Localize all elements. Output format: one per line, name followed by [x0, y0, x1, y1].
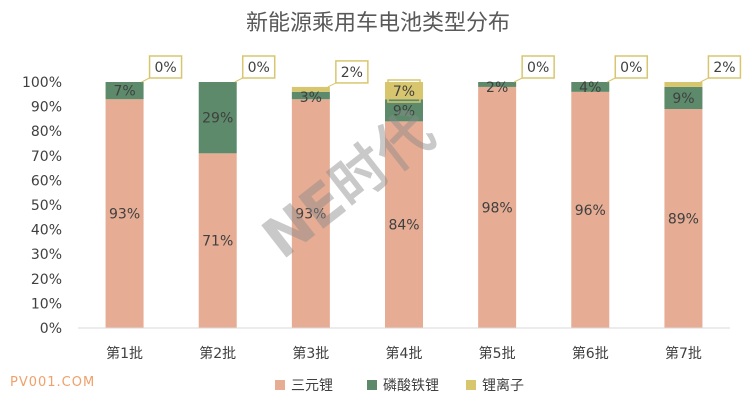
y-tick-label: 0% — [40, 321, 62, 337]
site-mark: PV001.COM — [10, 375, 95, 390]
callout-leader — [141, 77, 150, 83]
data-label: 96% — [575, 203, 606, 219]
data-label: 93% — [295, 207, 326, 223]
y-tick-label: 100% — [22, 75, 62, 91]
x-tick-label: 第6批 — [572, 345, 609, 362]
bar-segment — [664, 82, 703, 87]
legend: 三元锂 磷酸铁锂 锂离子 — [275, 377, 524, 394]
callout-leader — [607, 77, 616, 83]
data-label: 0% — [248, 60, 270, 76]
y-tick-label: 40% — [31, 223, 62, 239]
callout-box — [387, 79, 421, 103]
data-label: 84% — [388, 218, 419, 234]
callout-leader — [513, 77, 523, 83]
data-label: 98% — [482, 200, 513, 216]
data-label: 4% — [579, 80, 601, 96]
legend-label: 锂离子 — [482, 377, 524, 394]
bar-segment — [198, 82, 237, 154]
bar-segment — [385, 99, 423, 122]
bar-segment — [105, 82, 144, 100]
callout-box — [521, 55, 555, 79]
bar-segment — [664, 109, 703, 328]
y-tick-label: 20% — [31, 272, 62, 288]
chart-title: 新能源乘用车电池类型分布 — [246, 11, 510, 36]
y-tick-label: 30% — [31, 247, 62, 263]
y-tick-label: 10% — [31, 296, 62, 312]
legend-label: 磷酸铁锂 — [383, 378, 439, 394]
bar-segment — [664, 86, 703, 110]
y-tick-label: 60% — [31, 173, 62, 189]
callout-box — [707, 55, 742, 79]
bar-segment — [198, 153, 237, 328]
y-tick-label: 80% — [31, 124, 62, 140]
data-label: 7% — [393, 84, 415, 100]
x-tick-label: 第2批 — [199, 345, 236, 362]
data-label: 2% — [713, 60, 735, 76]
bar-segment — [478, 82, 517, 87]
callout-box — [241, 55, 276, 79]
data-label: 2% — [486, 80, 508, 96]
y-axis: 0% 10% 20% 30% 40% 50% 60% 70% 80% 90% 100% — [22, 75, 62, 337]
x-tick-label: 第4批 — [386, 345, 423, 362]
callout-box — [148, 55, 183, 79]
y-tick-label: 90% — [31, 100, 62, 116]
data-label: 93% — [109, 207, 140, 223]
data-label: 7% — [113, 84, 135, 100]
data-label: 0% — [154, 60, 176, 76]
y-tick-label: 70% — [31, 149, 62, 165]
x-tick-label: 第7批 — [665, 345, 702, 362]
bar-segment — [385, 82, 423, 100]
bar-segment — [105, 99, 144, 328]
data-label: 89% — [668, 212, 699, 228]
data-label: 29% — [202, 111, 233, 127]
legend-label: 三元锂 — [291, 378, 333, 394]
data-label: 9% — [393, 103, 415, 119]
data-label: 0% — [620, 60, 642, 76]
bar-segment — [291, 86, 330, 92]
bar-segment — [478, 86, 517, 328]
callout-leader — [234, 77, 243, 83]
data-label: 71% — [202, 234, 233, 250]
bar-segment — [571, 91, 610, 328]
bar-segment — [571, 82, 610, 92]
data-label: 9% — [672, 91, 694, 107]
x-tick-label: 第5批 — [479, 345, 516, 362]
bars — [105, 82, 703, 328]
legend-swatch — [367, 380, 377, 390]
callout-box — [614, 55, 649, 79]
y-tick-label: 50% — [31, 198, 62, 214]
bar-segment — [291, 91, 330, 100]
bar-segment — [385, 121, 423, 328]
bar-segment — [291, 99, 330, 328]
legend-swatch — [466, 380, 476, 390]
x-tick-label: 第1批 — [106, 345, 143, 362]
data-label: 3% — [300, 90, 322, 106]
data-label: 2% — [341, 65, 363, 81]
callout-leader — [327, 82, 337, 88]
data-labels: 93% 7% 0% 71% 29% 0% 93% 3% 2% 84% 9% 7% 98% 2% 0% 96% 4… — [109, 55, 742, 250]
x-axis: 第1批 第2批 第3批 第4批 第5批 第6批 第7批 — [78, 327, 730, 362]
callout-box — [335, 60, 369, 84]
x-tick-label: 第3批 — [292, 345, 329, 362]
callout-leader — [700, 77, 709, 83]
data-label: 0% — [527, 60, 549, 76]
legend-swatch — [275, 380, 285, 390]
